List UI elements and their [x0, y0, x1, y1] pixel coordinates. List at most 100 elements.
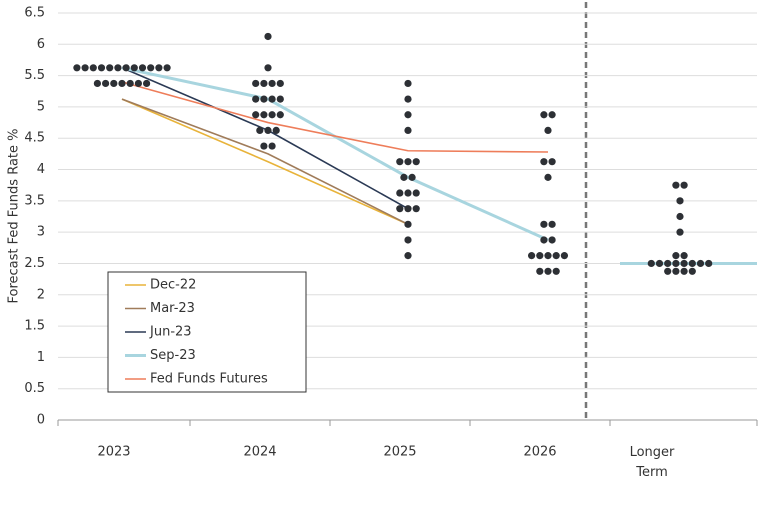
dot: [404, 205, 412, 213]
dot: [696, 259, 705, 268]
y-tick-label: 2: [37, 287, 45, 302]
y-tick-label: 0: [37, 413, 45, 428]
x-tick-label: 2023: [97, 445, 130, 460]
dot: [110, 79, 118, 88]
dot: [81, 64, 89, 72]
series-line: [121, 98, 409, 226]
dot: [276, 111, 284, 119]
dot: [404, 111, 412, 119]
dot: [260, 111, 268, 119]
dot: [548, 111, 556, 119]
dot: [688, 267, 696, 275]
x-tick-label: 2025: [383, 445, 416, 460]
dot: [540, 236, 548, 244]
dot: [264, 32, 272, 41]
legend-label: Mar-23: [150, 301, 195, 316]
dot: [680, 267, 688, 275]
dot: [412, 158, 420, 166]
dot: [404, 158, 412, 166]
dot: [528, 252, 536, 260]
dot: [544, 252, 552, 260]
dot: [252, 95, 260, 103]
dot: [400, 173, 408, 181]
dot: [396, 205, 404, 213]
y-tick-label: 4.5: [24, 131, 45, 146]
dot: [272, 126, 280, 135]
legend: Dec-22 Mar-23 Jun-23 Sep-23 Fed Funds Future…: [107, 271, 307, 393]
dot: [396, 189, 404, 197]
dot: [268, 111, 276, 119]
dot: [138, 64, 147, 72]
dot: [540, 111, 548, 119]
dot: [676, 212, 684, 221]
dot: [680, 181, 688, 189]
dot: [548, 158, 556, 166]
dot: [552, 252, 560, 260]
y-tick-label: 1.5: [24, 319, 45, 334]
legend-label: Dec-22: [150, 278, 196, 293]
series-line: [121, 98, 409, 226]
dot: [276, 95, 284, 103]
dot: [672, 252, 680, 260]
y-tick-label: 3: [37, 225, 45, 240]
dot: [143, 79, 151, 88]
dot: [252, 79, 260, 88]
dot: [118, 79, 126, 88]
dot: [114, 64, 122, 72]
dot: [268, 79, 276, 88]
dot: [252, 111, 260, 119]
dot: [672, 259, 680, 268]
dot: [672, 181, 680, 189]
dot: [688, 259, 696, 268]
dot: [544, 173, 552, 181]
dot: [412, 205, 420, 213]
dot: [664, 259, 672, 268]
y-tick-label: 6: [37, 37, 45, 52]
dot: [93, 79, 101, 88]
dot: [268, 95, 276, 103]
dot: [264, 126, 272, 135]
x-tick-label: 2026: [523, 445, 556, 460]
dot: [134, 79, 142, 88]
dot: [260, 95, 268, 103]
dot: [106, 64, 114, 72]
dot: [276, 79, 284, 88]
dot: [540, 220, 548, 228]
legend-label: Jun-23: [149, 325, 192, 340]
dot: [404, 95, 412, 103]
y-tick-label: 4: [37, 162, 45, 177]
dot: [647, 259, 655, 268]
dot: [163, 64, 171, 72]
dot: [268, 142, 276, 150]
dot: [404, 252, 412, 260]
legend-label: Fed Funds Futures: [150, 372, 268, 387]
dot: [408, 173, 416, 181]
dot: [404, 236, 412, 244]
dot: [260, 142, 268, 150]
dot: [264, 64, 272, 72]
series-line: [121, 81, 549, 153]
dot: [147, 64, 155, 72]
dot: [552, 267, 560, 275]
dot: [260, 79, 268, 88]
dot: [664, 267, 672, 275]
y-tick-label: 5: [37, 99, 45, 114]
dot: [89, 64, 97, 72]
dot: [130, 64, 138, 72]
series-line: [121, 66, 549, 242]
dot: [396, 158, 404, 166]
y-tick-label: 6.5: [24, 6, 45, 21]
dot: [256, 126, 264, 135]
dot: [536, 252, 544, 260]
dot: [404, 126, 412, 135]
dot: [676, 228, 684, 236]
dot: [155, 64, 163, 72]
dot: [655, 259, 664, 268]
dot: [676, 197, 684, 205]
dot: [560, 252, 569, 260]
dot: [544, 126, 552, 135]
dot: [97, 64, 106, 72]
dot: [102, 79, 110, 88]
y-tick-label: 2.5: [24, 256, 45, 271]
